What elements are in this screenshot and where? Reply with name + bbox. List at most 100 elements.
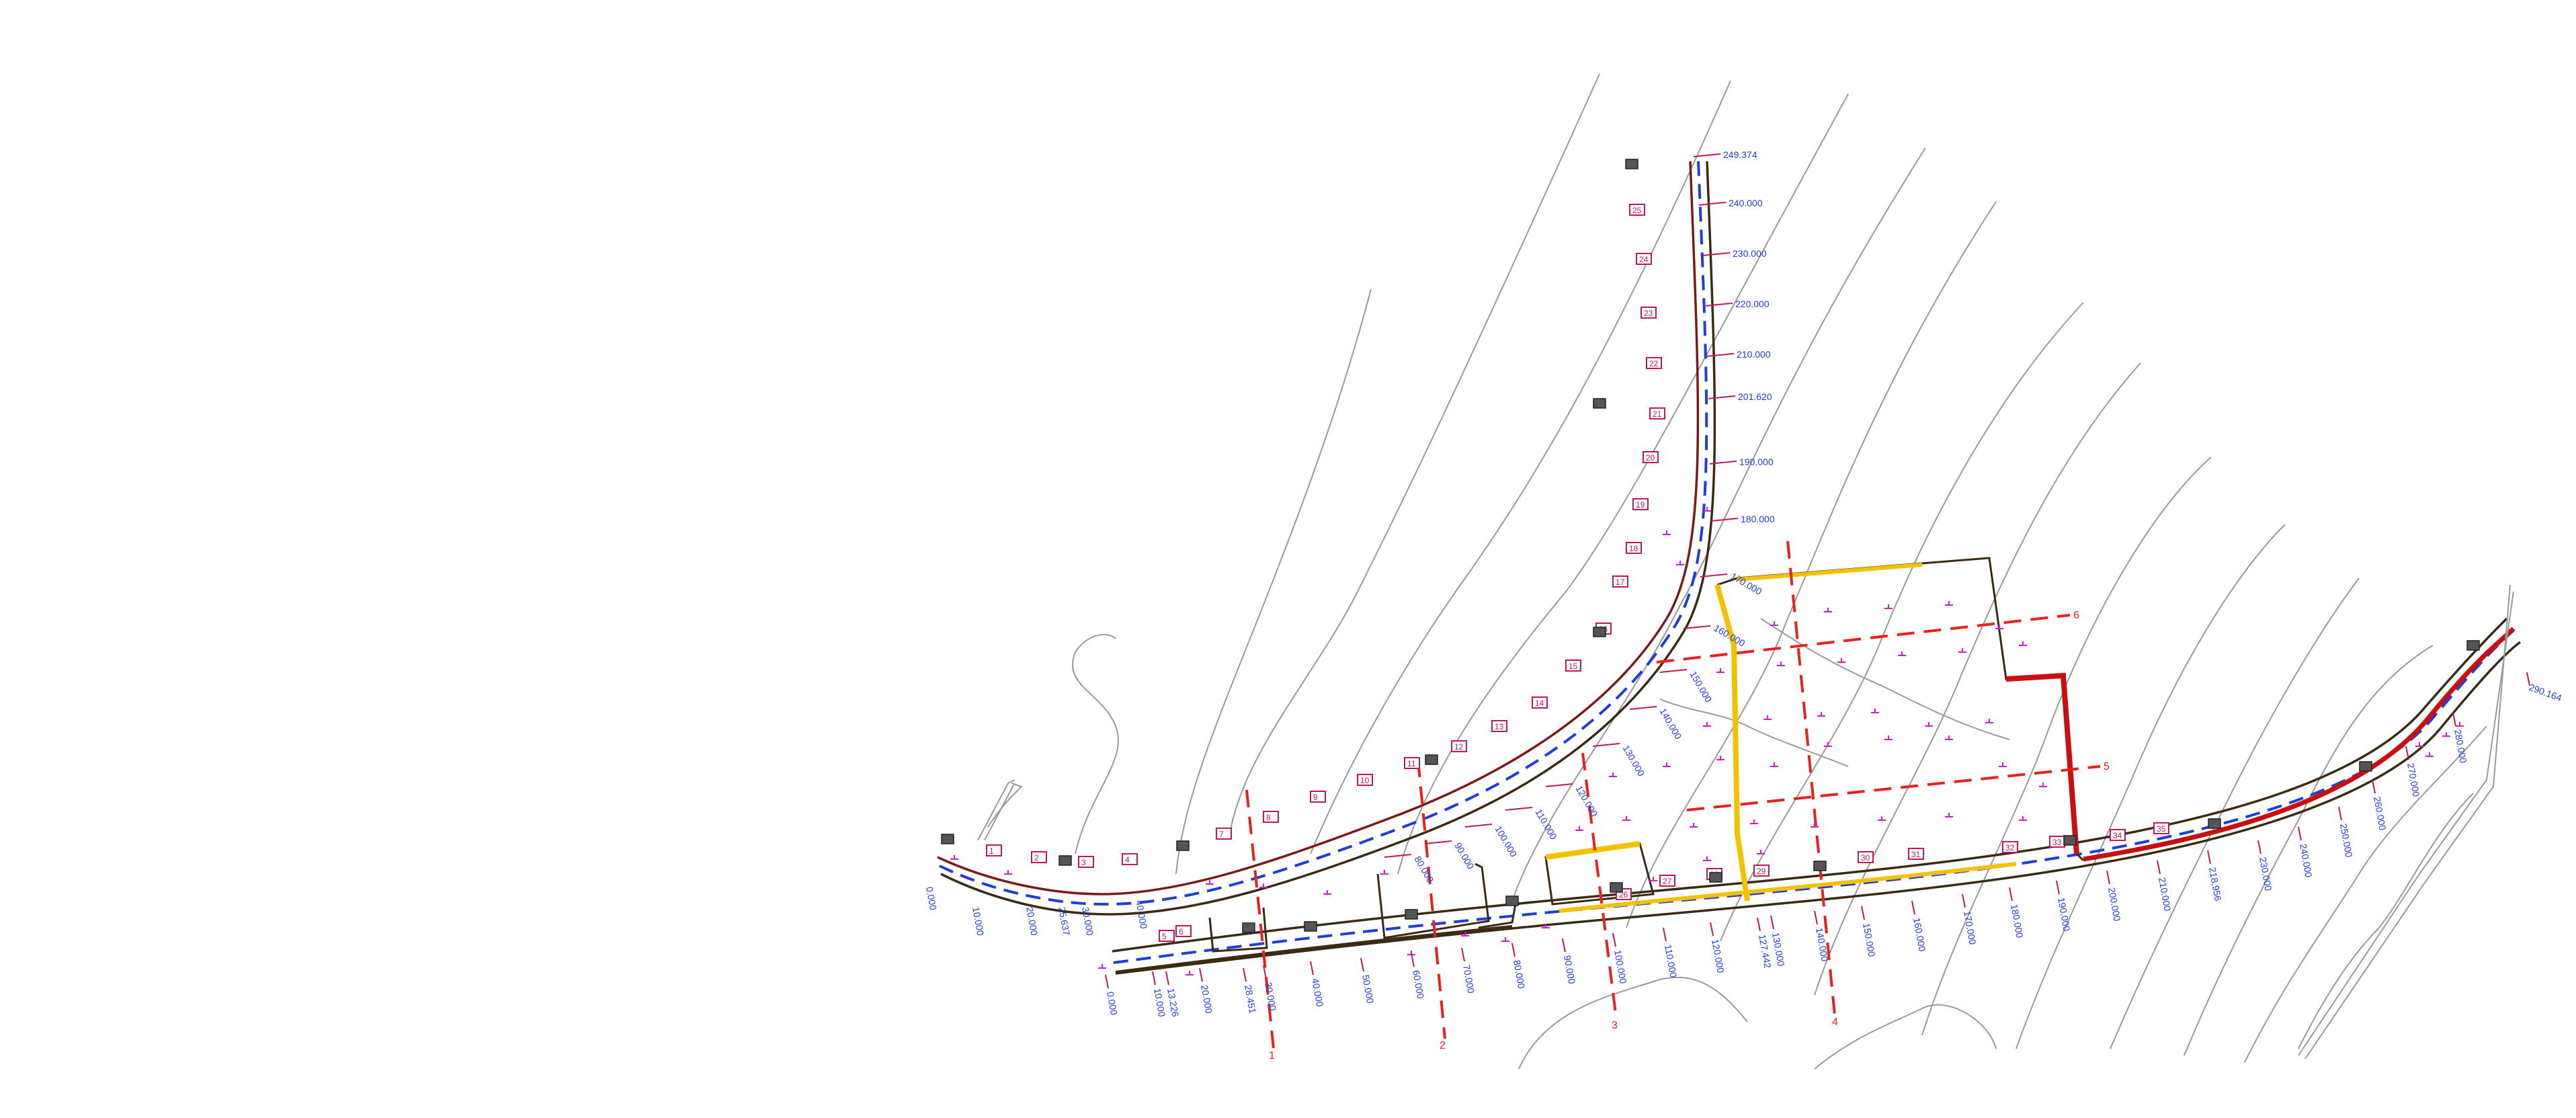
chainage-label: 80.000 [1511, 959, 1527, 990]
station-box: 3 [1078, 856, 1094, 868]
chainage-tick [1911, 900, 1915, 915]
station-number: 33 [2052, 838, 2062, 847]
chainage-label: 201.620 [1738, 391, 1772, 402]
contour-line [1659, 698, 1849, 767]
red-platform-east-edge [2005, 672, 2079, 854]
spot-mark [1098, 964, 1106, 969]
spot-mark [1811, 823, 1819, 828]
contour-line [2016, 524, 2286, 1049]
chainage-label: 170.000 [1729, 571, 1764, 597]
station-box-frame [1643, 451, 1659, 463]
spot-mark [1575, 826, 1583, 831]
section-line-1 [1245, 789, 1275, 1049]
upper-road-centerline [939, 161, 1708, 906]
spot-mark [1380, 870, 1388, 875]
chainage-tick [1592, 743, 1620, 747]
spot-mark [1777, 662, 1785, 666]
station-box: 15 [1565, 660, 1581, 672]
chainage-label: 150.000 [1688, 670, 1714, 705]
station-box: 30 [1858, 851, 1874, 863]
station-box: 4 [1122, 853, 1138, 865]
chainage-tick [1424, 840, 1452, 844]
chainage-tick [1511, 943, 1515, 957]
survey-marker [2359, 761, 2372, 772]
chainage-label: 249.374 [1723, 149, 1757, 160]
chainage-label: 60.000 [1411, 969, 1426, 1000]
station-number: 27 [1663, 877, 1672, 886]
station-number: 10 [1360, 776, 1370, 785]
section-marker-label: 4 [1832, 1016, 1838, 1028]
chainage-tick [1310, 961, 1314, 975]
spot-mark [1871, 709, 1879, 713]
chainage-label: 13.226 [1165, 988, 1181, 1018]
spot-mark [1703, 507, 1711, 512]
chainage-label: 0.000 [924, 886, 939, 911]
survey-marker [1505, 895, 1519, 906]
station-box: 23 [1640, 307, 1657, 319]
chainage-label: 50.000 [1360, 974, 1376, 1004]
red-road-shoulder [2083, 627, 2516, 862]
survey-marker [1304, 921, 1317, 932]
station-number: 14 [1535, 698, 1544, 708]
spot-mark [1716, 756, 1725, 760]
station-box-frame [1451, 740, 1467, 752]
spot-mark [1824, 608, 1832, 612]
chainage-label: 190.000 [1739, 456, 1774, 467]
chainage-label: 160.000 [1911, 917, 1928, 953]
chainage-label: 80.000 [1412, 854, 1436, 885]
chainage-tick [2372, 779, 2376, 794]
station-box-frame [1659, 875, 1675, 887]
chainage-tick [2106, 870, 2110, 885]
station-box-frame [1216, 828, 1232, 840]
station-box: 13 [1491, 720, 1507, 732]
station-box-frame [986, 844, 1002, 856]
spot-mark [1004, 870, 1012, 875]
station-box-frame [2002, 841, 2018, 853]
survey-marker [1425, 754, 1438, 765]
chainage-label: 10.000 [970, 906, 986, 936]
spot-mark [1663, 530, 1671, 535]
spot-mark [2456, 722, 2464, 727]
chainage-label: 28.451 [1243, 984, 1258, 1014]
chainage-tick [1659, 669, 1688, 673]
chainage-tick [1461, 947, 1465, 962]
chainage-label: 240.000 [2298, 843, 2315, 879]
spot-mark [950, 855, 958, 860]
spot-mark [1649, 877, 1657, 881]
chainage-label: 20.000 [1199, 984, 1214, 1014]
station-number: 25 [1632, 206, 1642, 215]
station-box: 19 [1632, 498, 1649, 510]
chainage-tick [2526, 672, 2530, 686]
contour-line [2184, 645, 2434, 1056]
chainage-label: 100.000 [1612, 949, 1629, 985]
spot-mark [1703, 722, 1711, 727]
station-box: 18 [1626, 542, 1642, 554]
station-box: 8 [1263, 811, 1279, 823]
station-box: 25 [1629, 204, 1645, 216]
station-box-frame [2153, 822, 2169, 834]
upper-road [937, 161, 1716, 916]
station-number: 7 [1219, 830, 1224, 839]
chainage-label: 270.000 [2405, 762, 2422, 798]
yellow-platform-west-edge [1714, 584, 1750, 902]
station-number: 9 [1313, 793, 1318, 802]
spot-mark [1186, 971, 1194, 975]
spot-mark [1898, 651, 1906, 656]
station-number: 34 [2113, 831, 2122, 840]
section-line-6 [1656, 614, 2071, 664]
spot-mark [1703, 856, 1711, 861]
chainage-tick [1612, 932, 1616, 947]
spot-mark [1622, 816, 1630, 821]
station-box: 7 [1216, 828, 1232, 840]
chainage-label: 260.000 [2372, 796, 2388, 832]
station-box-frame [1263, 811, 1279, 823]
section-marker-label: 6 [2073, 610, 2079, 621]
station-box-frame [1491, 720, 1507, 732]
chainage-label: 140.000 [1657, 707, 1684, 742]
chainage-tick [2056, 880, 2060, 895]
chainage-label: 180.000 [1741, 514, 1775, 524]
spot-mark [2442, 732, 2450, 737]
spot-mark [1945, 601, 1953, 606]
